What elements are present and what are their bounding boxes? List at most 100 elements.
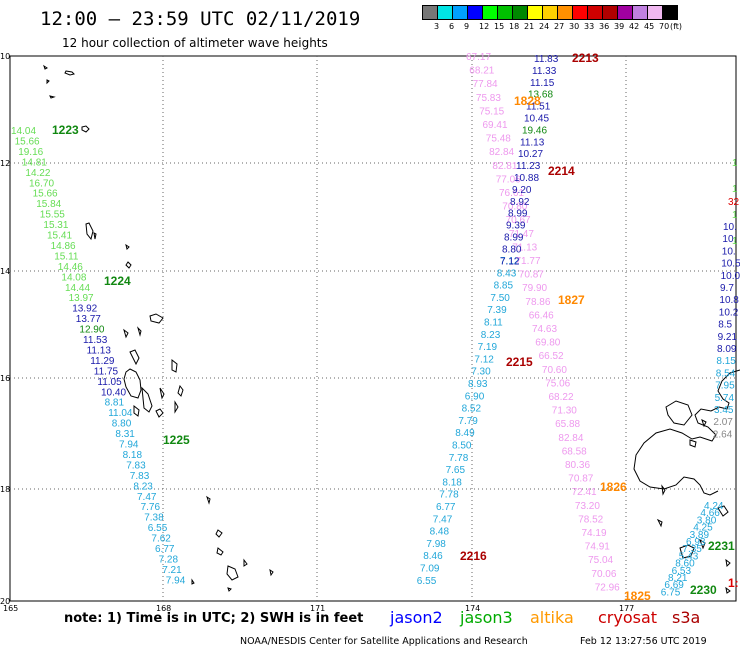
pass-time-label: 2213 [572,51,599,65]
pass-time-label: 2216 [460,549,487,563]
swh-value: 65.88 [555,419,580,430]
legend-label: 9 [464,22,470,31]
swh-value: 6.55 [417,576,437,587]
legend-label: 12 [479,22,490,31]
swh-value: 10.5 [721,259,740,270]
swh-value: 7.12 [474,354,494,365]
pass-time-label: 1223 [52,123,79,137]
map-subtitle: 12 hour collection of altimeter wave hei… [62,36,328,50]
swh-value: 7.78 [439,490,459,501]
swh-value: 67.17 [466,52,491,63]
swh-value: 4.24 [704,501,724,512]
swh-value: 10.45 [524,114,549,125]
map-frame [9,55,737,602]
swh-value: 6.77 [155,544,175,555]
swh-value: 11.53 [83,335,108,346]
swh-value: 10.27 [518,149,543,160]
pass-time-label: 1825 [624,589,651,603]
longitude-label: 165 [3,604,18,613]
swh-value: 10.2 [719,307,739,318]
swh-value: 14.86 [51,241,76,252]
swh-value: 4.66 [700,508,720,519]
swh-value: 15.41 [47,231,72,242]
satellite-label-jason3: jason3 [460,608,513,627]
swh-value: 82.84 [558,433,583,444]
latitude-label: 10 [0,52,10,61]
swh-value: 8.49 [455,428,475,439]
swh-value: 7.35 [682,544,702,555]
swh-value: 7.19 [478,342,498,353]
pass-time-label: 1826 [600,480,627,494]
swh-value: 79.90 [522,283,547,294]
credit-line: NOAA/NESDIS Center for Satellite Applica… [240,636,528,647]
swh-value: 8.11 [484,318,503,329]
pass-time-label: 2230 [690,583,717,597]
satellite-label-s3a: s3a [672,608,701,627]
swh-value: 10.8 [719,295,739,306]
latitude-label: 14 [0,267,10,276]
swh-value: 74.91 [585,542,610,553]
swh-value: 78.86 [525,297,550,308]
swh-value: 8.92 [510,197,530,208]
swh-value: 74.63 [532,324,557,335]
swh-value: 69.80 [535,338,560,349]
swh-value: 9.20 [512,185,532,196]
swh-value: 11.13 [87,345,112,356]
latitude-label: 20 [0,597,10,606]
swh-value: 77.84 [473,79,498,90]
altimeter-tracks: 14.0415.6619.1614.8114.2216.7015.6615.84… [11,51,740,603]
legend-label: 39 [614,22,625,31]
swh-value: 7.76 [141,502,161,513]
swh-value: 68.22 [549,392,574,403]
swh-value: 10.40 [101,387,126,398]
swh-value: 66.46 [529,310,554,321]
swh-value: 8.54 [716,368,736,379]
color-legend [422,5,678,20]
swh-value: 9.39 [506,221,526,232]
swh-value: 71.13 [512,242,537,253]
swh-value: 1 [732,236,738,247]
swh-value: 14.22 [25,168,50,179]
swh-value: 19.46 [522,125,547,136]
swh-value: 7.94 [166,575,186,586]
swh-value: 70.06 [591,569,616,580]
swh-value: 15.84 [36,199,61,210]
swh-value: 75.04 [588,555,613,566]
swh-value: 11.29 [90,356,115,367]
swh-value: 9.21 [718,332,738,343]
latitude-label: 16 [0,374,10,383]
legend-label: 30 [569,22,580,31]
swh-value: 75.06 [545,378,570,389]
legend-label: (ft) [670,22,683,31]
swh-value: 11.04 [108,408,133,419]
swh-value: 7.38 [144,513,164,524]
swh-value: 5.74 [715,393,735,404]
longitude-label: 174 [465,604,480,613]
legend-label: 3 [434,22,440,31]
footer-note: note: 1) Time is in UTC; 2) SWH is in fe… [64,611,364,626]
swh-value: 8.5 [718,320,732,331]
swh-value: 14.44 [65,283,90,294]
swh-value: 7.39 [487,305,507,316]
swh-value: 7.47 [137,492,157,503]
swh-value: 7.98 [426,539,446,550]
swh-value: 7.65 [446,465,466,476]
swh-value: 1 [732,158,738,169]
swh-value: 10. [722,234,736,245]
swh-value: 6.93 [686,537,706,548]
legend-label: 15 [494,22,505,31]
swh-value: 14.08 [61,272,86,283]
swh-value: 3.89 [690,530,710,541]
swh-value: 7.21 [162,565,182,576]
swh-value: 8.60 [675,559,695,570]
swh-value: 15.55 [40,210,65,221]
pass-time-label: 1828 [514,94,541,108]
swh-value: 8.23 [133,481,153,492]
legend-label: 33 [584,22,595,31]
swh-value: 6.55 [148,523,168,534]
swh-value: 82.84 [489,147,514,158]
swh-value: 68.21 [469,66,494,77]
swh-value: 19.16 [18,147,43,158]
swh-value: 11.23 [516,161,541,172]
